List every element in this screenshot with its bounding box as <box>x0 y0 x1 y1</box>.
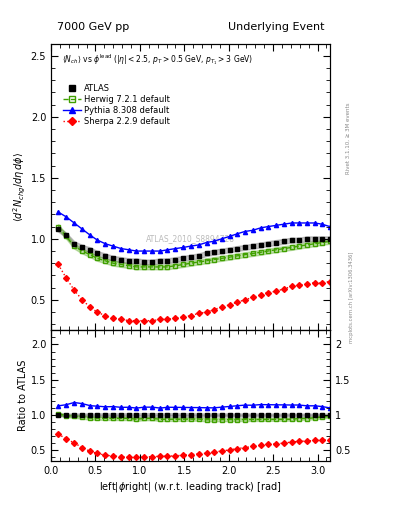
Text: Underlying Event: Underlying Event <box>228 22 325 32</box>
Text: 7000 GeV pp: 7000 GeV pp <box>57 22 129 32</box>
Text: Rivet 3.1.10, ≥ 3M events: Rivet 3.1.10, ≥ 3M events <box>345 102 350 174</box>
Legend: ATLAS, Herwig 7.2.1 default, Pythia 8.308 default, Sherpa 2.2.9 default: ATLAS, Herwig 7.2.1 default, Pythia 8.30… <box>61 82 172 127</box>
Y-axis label: $\langle d^2 N_{chg}/d\eta\,d\phi \rangle$: $\langle d^2 N_{chg}/d\eta\,d\phi \rangl… <box>12 152 28 222</box>
Text: $\langle N_{ch}\rangle$ vs $\phi^{\rm lead}$ ($|\eta| < 2.5$, $p_T > 0.5$ GeV, $: $\langle N_{ch}\rangle$ vs $\phi^{\rm le… <box>62 52 253 67</box>
Text: ATLAS_2010_S8894728: ATLAS_2010_S8894728 <box>146 234 235 243</box>
X-axis label: left$|\phi$right$|$ (w.r.t. leading track) [rad]: left$|\phi$right$|$ (w.r.t. leading trac… <box>99 480 282 494</box>
Text: mcplots.cern.ch [arXiv:1306.3436]: mcplots.cern.ch [arXiv:1306.3436] <box>349 251 354 343</box>
Y-axis label: Ratio to ATLAS: Ratio to ATLAS <box>18 360 28 431</box>
